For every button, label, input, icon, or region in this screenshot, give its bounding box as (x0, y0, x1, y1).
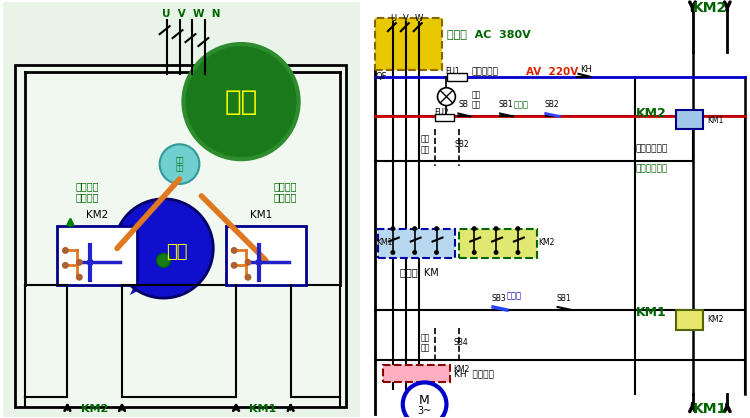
Text: M: M (419, 394, 430, 407)
Polygon shape (130, 280, 152, 295)
Text: KM2: KM2 (707, 316, 724, 324)
Text: 开接钮: 开接钮 (507, 292, 522, 301)
Text: SB1: SB1 (556, 293, 571, 303)
Text: 3~: 3~ (418, 406, 432, 416)
Text: KM2: KM2 (692, 1, 727, 15)
Text: 开阀限位开关: 开阀限位开关 (636, 165, 668, 173)
Circle shape (472, 250, 477, 255)
Text: （关阀）: （关阀） (76, 192, 99, 202)
Circle shape (472, 226, 477, 231)
Circle shape (403, 382, 446, 418)
Circle shape (244, 274, 251, 281)
Text: AV  220V: AV 220V (526, 67, 578, 77)
Text: KM2: KM2 (636, 107, 667, 120)
Text: KM2: KM2 (453, 365, 470, 374)
Text: KH  过热保险: KH 过热保险 (454, 369, 494, 378)
Circle shape (62, 262, 69, 269)
Text: QF: QF (376, 72, 388, 81)
Bar (58, 226, 136, 285)
Text: 传动
齿轮: 传动 齿轮 (176, 157, 184, 171)
Text: FU1: FU1 (446, 67, 460, 76)
Text: KM1: KM1 (692, 402, 727, 416)
Circle shape (434, 226, 439, 231)
Text: 电源指示灯: 电源指示灯 (471, 67, 498, 76)
Bar (459, 229, 537, 258)
Circle shape (413, 250, 417, 255)
Text: SB3: SB3 (492, 293, 506, 303)
Circle shape (114, 199, 213, 298)
Text: 继电器  KM: 继电器 KM (400, 267, 439, 277)
Circle shape (434, 250, 439, 255)
Text: KH: KH (580, 65, 592, 74)
Circle shape (76, 274, 82, 281)
Bar (434, 114, 454, 122)
Text: SB2: SB2 (544, 100, 559, 109)
Text: KM1: KM1 (249, 404, 277, 414)
Circle shape (230, 247, 238, 254)
Bar (363, 3, 747, 417)
Text: U: U (390, 14, 396, 23)
Circle shape (437, 88, 455, 106)
Text: V: V (403, 14, 409, 23)
Text: 限位开关: 限位开关 (76, 181, 99, 191)
Text: （开阀）: （开阀） (274, 192, 298, 202)
Text: SB2: SB2 (454, 140, 469, 149)
Circle shape (62, 247, 69, 254)
Text: KM1: KM1 (376, 238, 392, 247)
Circle shape (87, 259, 94, 266)
Circle shape (244, 259, 251, 266)
Circle shape (76, 259, 82, 266)
Circle shape (494, 226, 499, 231)
Bar (383, 364, 451, 382)
Text: 关接钮: 关接钮 (514, 100, 529, 109)
Text: 电源
控制: 电源 控制 (471, 90, 481, 110)
Circle shape (160, 144, 200, 184)
Circle shape (157, 253, 170, 268)
Bar (3, 3, 360, 417)
Text: 总闸门  AC  380V: 总闸门 AC 380V (448, 29, 531, 39)
Text: KM1: KM1 (250, 210, 272, 220)
Text: SB4: SB4 (454, 338, 469, 347)
Circle shape (230, 262, 238, 269)
Text: 远程
控制: 远程 控制 (421, 135, 430, 154)
Circle shape (515, 226, 520, 231)
Bar (676, 110, 704, 130)
Text: U  V  W  N: U V W N (162, 9, 220, 19)
Circle shape (256, 259, 262, 266)
Bar (378, 229, 455, 258)
Text: SB: SB (458, 100, 468, 109)
Text: KM2: KM2 (538, 238, 555, 247)
Text: 关阀限位开关: 关阀限位开关 (636, 145, 668, 154)
Text: KM1: KM1 (636, 306, 667, 319)
Text: 电机: 电机 (224, 88, 258, 116)
Text: W: W (415, 14, 423, 23)
Circle shape (391, 226, 395, 231)
Circle shape (413, 226, 417, 231)
Bar (226, 226, 305, 285)
Text: SB1: SB1 (499, 100, 513, 109)
Text: 远程
控制: 远程 控制 (421, 333, 430, 352)
Bar (375, 18, 442, 70)
Text: 凸轮: 凸轮 (166, 243, 188, 261)
Bar (676, 310, 704, 330)
Text: KM2: KM2 (80, 404, 108, 414)
Text: 限位开关: 限位开关 (274, 181, 298, 191)
Circle shape (391, 250, 395, 255)
Circle shape (184, 44, 298, 159)
Circle shape (515, 250, 520, 255)
Bar (15, 65, 346, 407)
Text: FU2: FU2 (434, 108, 449, 117)
Text: KM1: KM1 (707, 116, 724, 125)
Text: KM2: KM2 (86, 210, 108, 220)
Bar (448, 73, 467, 81)
Circle shape (494, 250, 499, 255)
